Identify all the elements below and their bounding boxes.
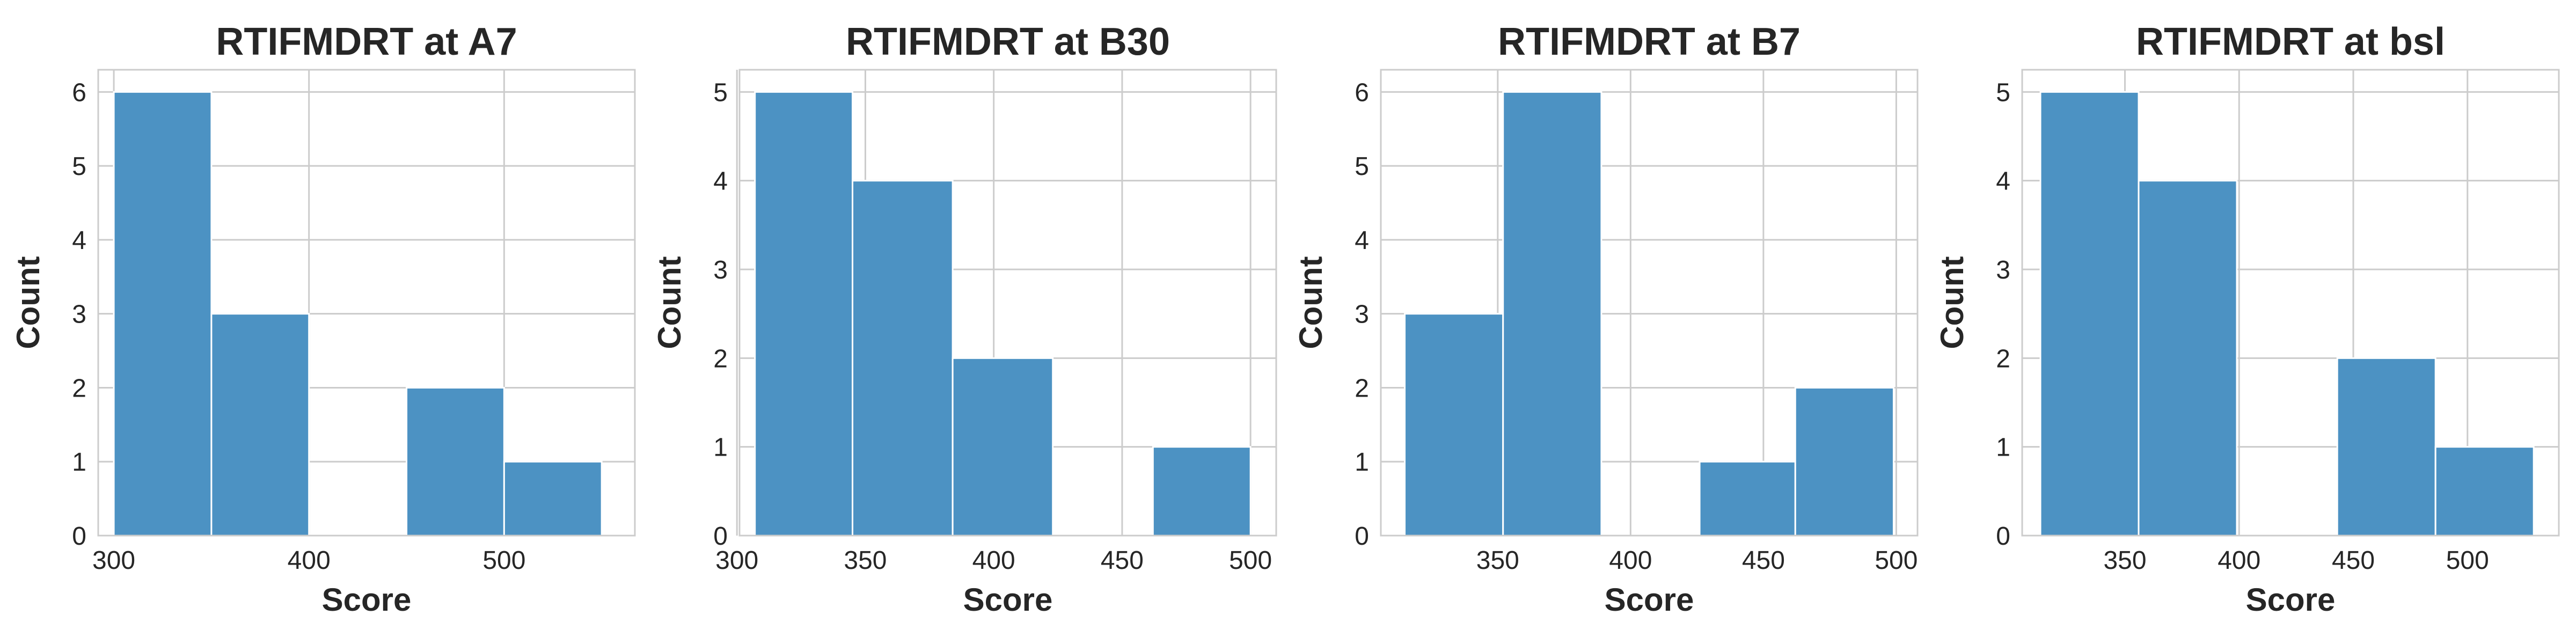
y-tick-label: 2 — [713, 345, 728, 373]
y-tick-label: 5 — [1996, 78, 2010, 107]
bars — [2021, 69, 2560, 537]
y-axis-label: Count — [1934, 256, 1970, 349]
x-axis-label: Score — [1605, 582, 1694, 618]
histogram-bar — [952, 357, 1054, 537]
y-tick-label: 6 — [1355, 78, 1369, 107]
histogram-bar — [2336, 357, 2436, 537]
y-tick-label: 2 — [1996, 345, 2010, 373]
histogram-bar — [210, 313, 310, 537]
x-tick-label: 450 — [1101, 546, 1144, 575]
panel-a7: RTIFMDRT at A7 Score Count 300 400 500 0 1 2 3… — [10, 20, 636, 618]
bars — [738, 69, 1277, 537]
y-tick-label: 1 — [1355, 448, 1369, 477]
y-tick-label: 1 — [1996, 434, 2010, 462]
y-tick-label: 4 — [1355, 226, 1369, 255]
y-tick-label: 0 — [713, 522, 728, 551]
panel-bsl: RTIFMDRT at bsl Score Count 350 400 450 500… — [1934, 20, 2560, 618]
x-tick-label: 400 — [288, 546, 331, 575]
x-axis-label: Score — [322, 582, 412, 618]
y-tick-label: 4 — [713, 167, 728, 196]
x-tick-label: 450 — [1742, 546, 1785, 575]
plot-frame — [738, 69, 1277, 537]
y-tick-label: 4 — [72, 226, 86, 255]
y-tick-label: 0 — [1996, 522, 2010, 551]
y-tick-label: 2 — [1355, 374, 1369, 402]
histogram-bar — [1502, 91, 1602, 537]
panel-title: RTIFMDRT at B7 — [1498, 20, 1801, 63]
y-tick-label: 5 — [1355, 152, 1369, 181]
y-tick-label: 3 — [1996, 256, 2010, 284]
histogram-bar — [1699, 460, 1796, 537]
x-tick-label: 350 — [1476, 546, 1519, 575]
x-axis-label: Score — [963, 582, 1053, 618]
x-tick-label: 450 — [2332, 546, 2375, 575]
x-tick-label: 500 — [2446, 546, 2489, 575]
plot-frame — [1380, 69, 1919, 537]
panel-b30: RTIFMDRT at B30 Score Count 300 350 400 450… — [652, 20, 1277, 618]
panel-title: RTIFMDRT at bsl — [2136, 20, 2445, 63]
x-tick-label: 500 — [1875, 546, 1918, 575]
y-tick-label: 2 — [72, 374, 86, 402]
histogram-bar — [2434, 446, 2535, 537]
x-tick-label: 400 — [2218, 546, 2260, 575]
y-tick-label: 5 — [713, 78, 728, 107]
x-tick-label: 350 — [844, 546, 887, 575]
y-tick-label: 5 — [72, 152, 86, 181]
plot-frame — [97, 69, 636, 537]
x-tick-label: 400 — [1609, 546, 1652, 575]
y-tick-label: 0 — [72, 522, 86, 551]
x-axis-label: Score — [2246, 582, 2336, 618]
y-tick-label: 4 — [1996, 167, 2010, 196]
x-tick-label: 500 — [1229, 546, 1272, 575]
panel-title: RTIFMDRT at A7 — [216, 20, 517, 63]
y-tick-label: 1 — [72, 448, 86, 477]
y-tick-label: 1 — [713, 434, 728, 462]
y-axis-label: Count — [1293, 256, 1329, 349]
x-tick-label: 300 — [92, 546, 135, 575]
y-tick-label: 0 — [1355, 522, 1369, 551]
y-axis-label: Count — [652, 256, 687, 349]
bars — [97, 69, 636, 537]
histogram-bar — [754, 91, 854, 537]
histogram-bar — [2138, 180, 2238, 537]
y-tick-label: 3 — [713, 256, 728, 284]
x-tick-label: 400 — [972, 546, 1015, 575]
histogram-bar — [406, 386, 505, 537]
plot-frame — [2021, 69, 2560, 537]
histogram-bar — [852, 180, 954, 537]
y-axis-label: Count — [10, 256, 46, 349]
histogram-bar — [113, 91, 213, 537]
x-tick-label: 350 — [2103, 546, 2146, 575]
panel-b7: RTIFMDRT at B7 Score Count 350 400 450 500 0… — [1293, 20, 1919, 618]
panel-title: RTIFMDRT at B30 — [846, 20, 1170, 63]
bars — [1380, 69, 1919, 537]
histogram-bar — [1152, 446, 1252, 537]
x-tick-label: 300 — [715, 546, 758, 575]
x-tick-label: 500 — [482, 546, 525, 575]
y-tick-label: 3 — [72, 301, 86, 329]
histogram-bar — [1794, 386, 1894, 537]
y-tick-label: 6 — [72, 78, 86, 107]
histogram-bar — [1404, 313, 1504, 537]
histogram-bar — [503, 460, 603, 537]
y-tick-label: 3 — [1355, 301, 1369, 329]
histogram-bar — [2039, 91, 2140, 537]
